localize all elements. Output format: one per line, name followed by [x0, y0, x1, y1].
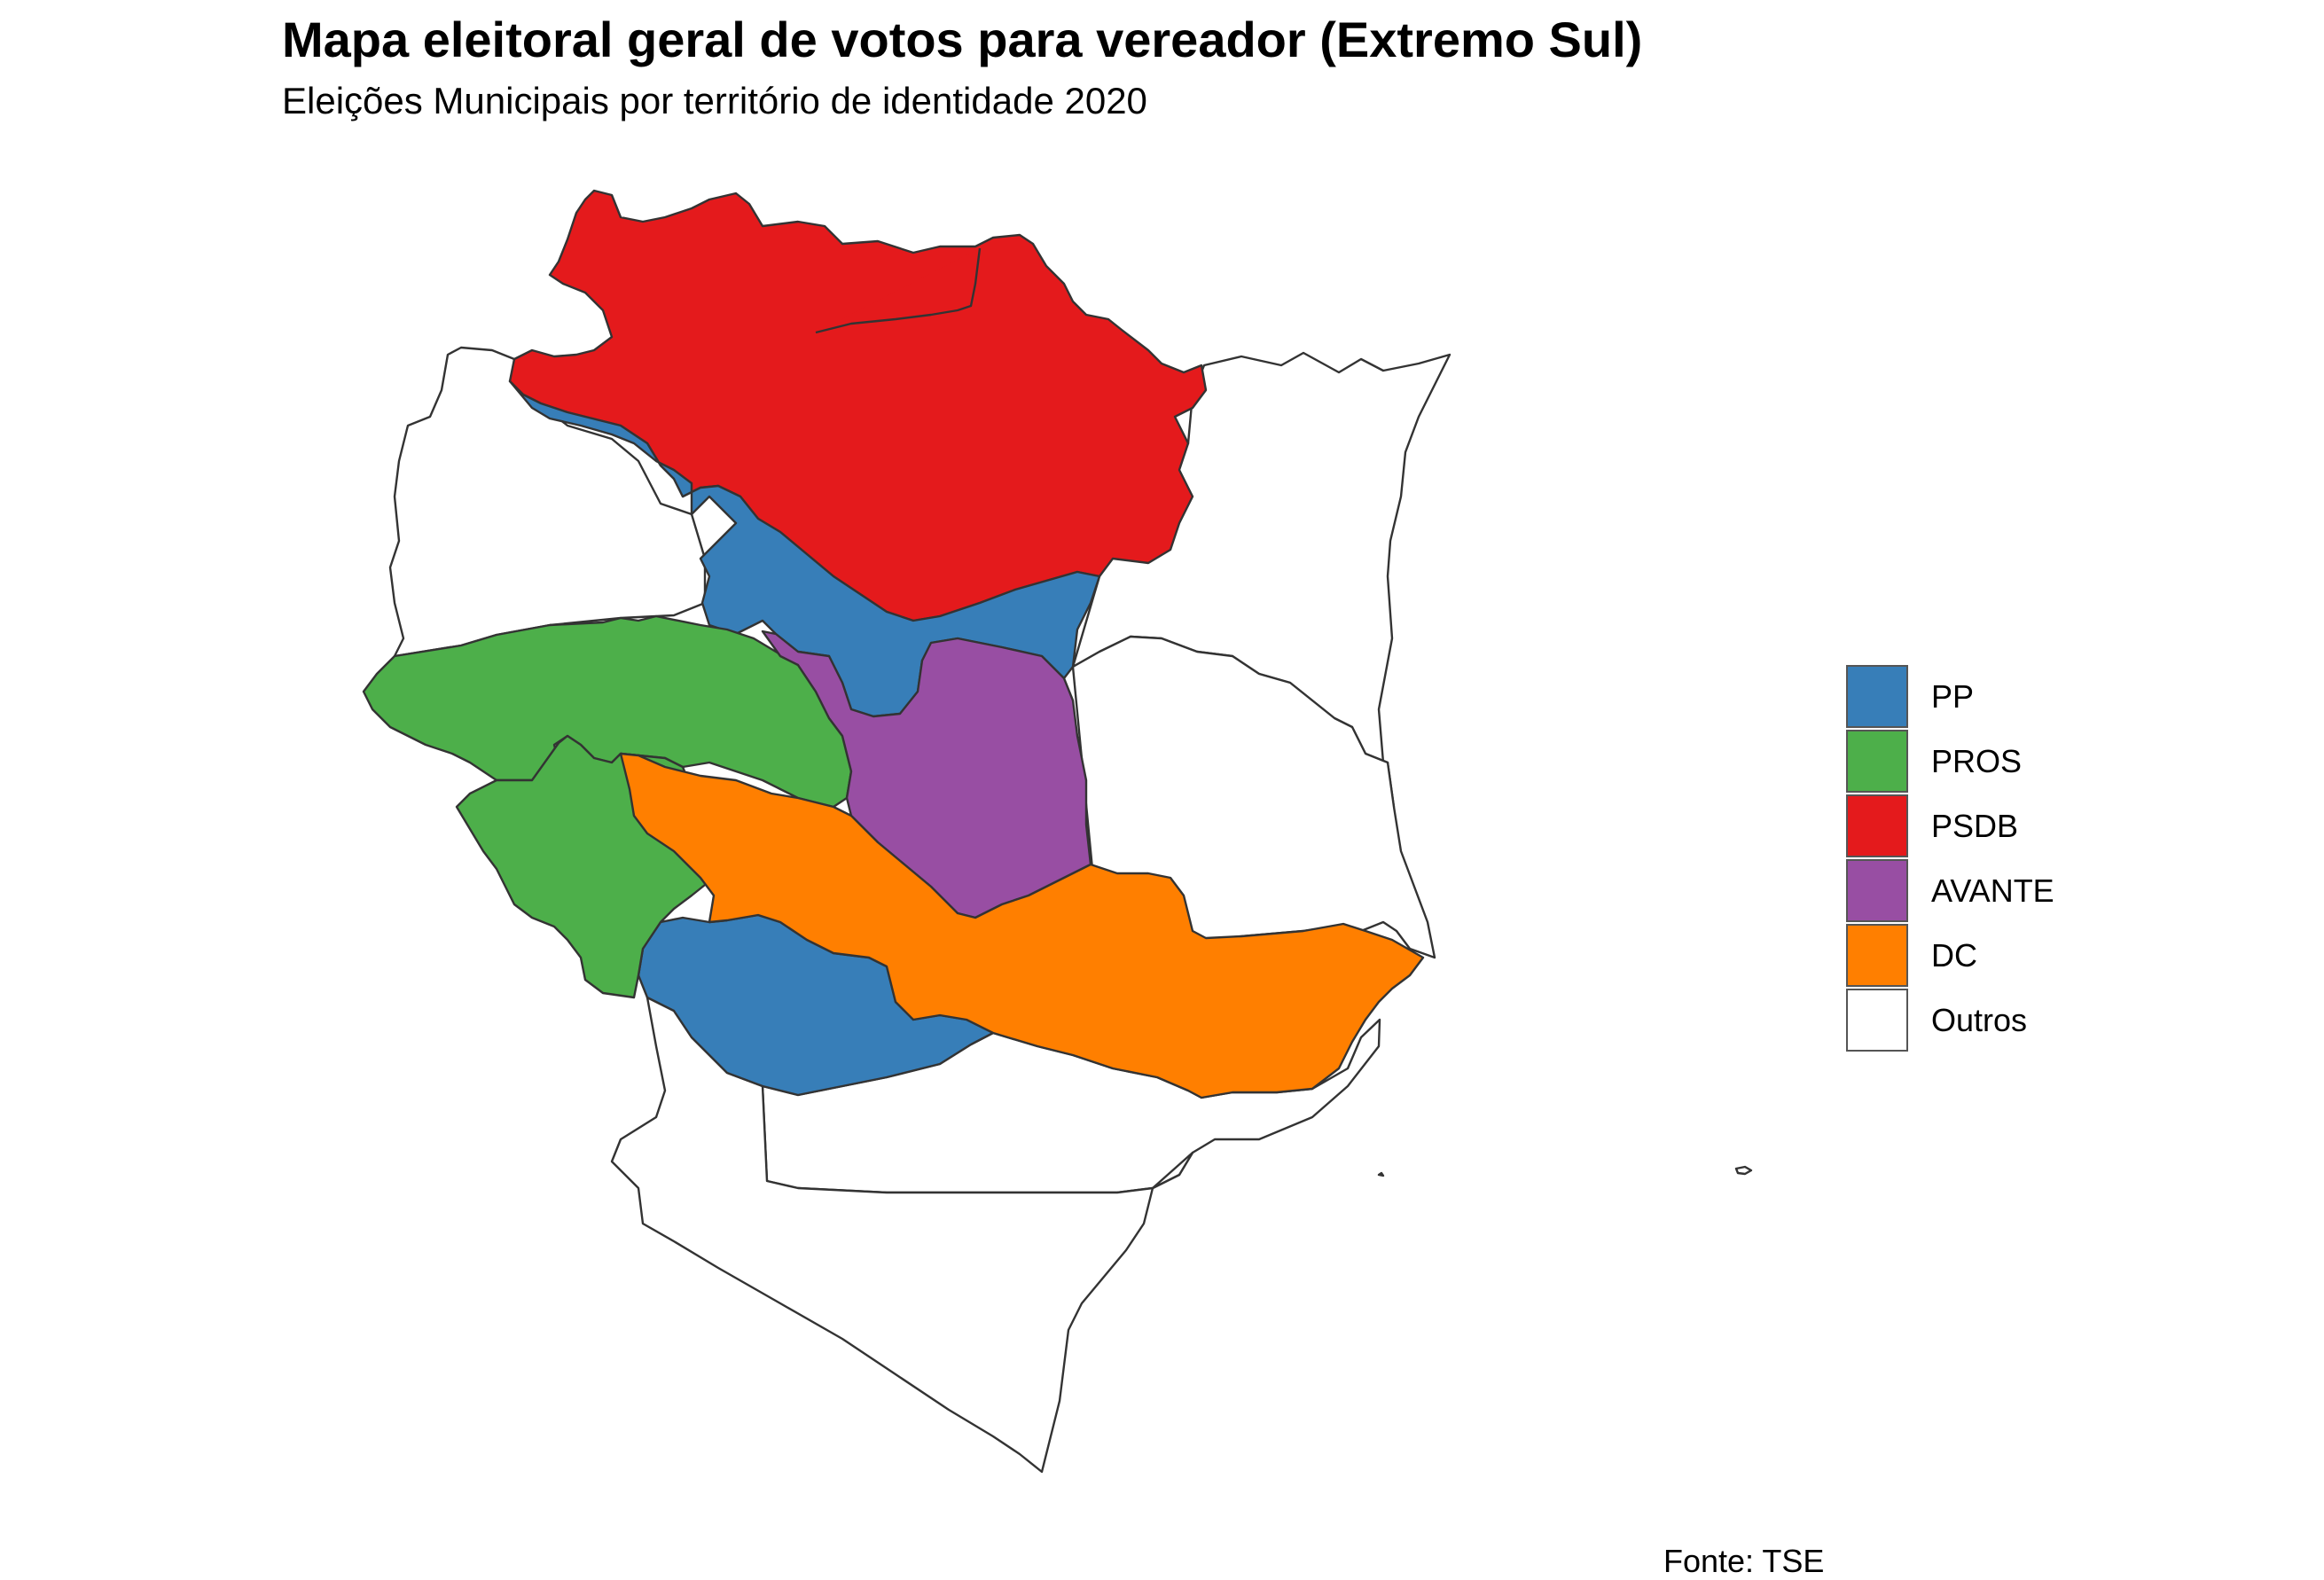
region-outros-island: [1734, 1165, 1753, 1176]
dc-regions: [619, 752, 1425, 1099]
legend-label-outros: Outros: [1931, 1001, 2028, 1038]
legend-key-psdb: [1846, 794, 1908, 857]
legend-item-pp: PP: [1846, 664, 2054, 729]
map-subtitle: Eleições Municipais por território de id…: [282, 80, 1147, 121]
legend-item-outros: Outros: [1846, 988, 2054, 1052]
legend: PP PROS PSDB AVANTE DC Outros: [1846, 664, 2054, 1052]
legend-label-pp: PP: [1931, 677, 1975, 715]
region-dc: [619, 752, 1425, 1099]
legend-label-psdb: PSDB: [1931, 807, 2019, 844]
legend-item-pros: PROS: [1846, 729, 2054, 794]
legend-key-outros: [1846, 989, 1908, 1052]
region-pros-west: [362, 614, 853, 809]
avante-regions: [761, 630, 1092, 919]
legend-key-pp: [1846, 665, 1908, 728]
region-psdb-north: [508, 189, 1208, 622]
psdb-regions: [508, 189, 1208, 622]
legend-label-avante: AVANTE: [1931, 872, 2054, 909]
legend-label-dc: DC: [1931, 936, 1977, 974]
legend-item-psdb: PSDB: [1846, 794, 2054, 858]
region-outros-south-coast: [610, 996, 1194, 1474]
region-psdb-northeast: [815, 247, 982, 334]
legend-key-dc: [1846, 924, 1908, 987]
legend-item-dc: DC: [1846, 923, 2054, 988]
map-title: Mapa eleitoral geral de votos para verea…: [282, 12, 1643, 67]
region-outros-islet: [1377, 1171, 1385, 1177]
caption: Fonte: TSE: [1663, 1543, 1825, 1579]
region-avante: [761, 630, 1092, 919]
legend-item-avante: AVANTE: [1846, 858, 2054, 923]
legend-key-pros: [1846, 730, 1908, 793]
legend-label-pros: PROS: [1931, 742, 2023, 779]
legend-key-avante: [1846, 859, 1908, 922]
